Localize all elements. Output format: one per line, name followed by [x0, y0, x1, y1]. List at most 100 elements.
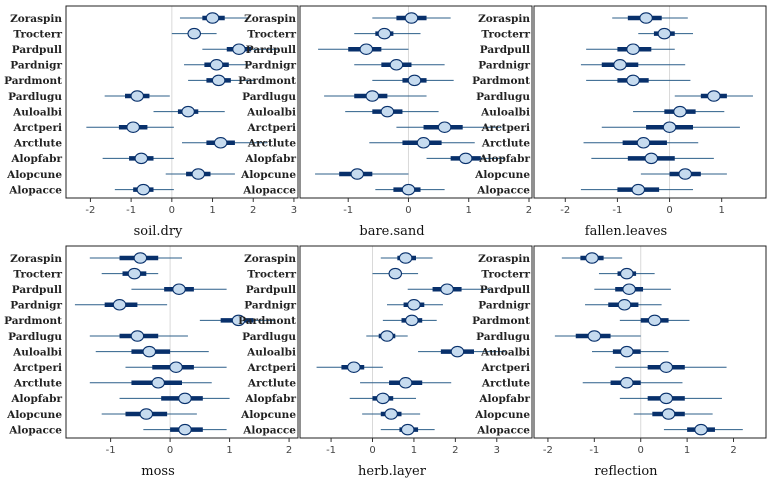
estimate-point — [213, 137, 228, 149]
x-tick-label: -1 — [612, 205, 622, 216]
species-label: Alopcune — [474, 169, 530, 181]
estimate-point — [613, 59, 627, 71]
estimate-point — [639, 12, 653, 24]
species-label: Pardlugu — [8, 331, 62, 343]
species-label: Zoraspin — [10, 13, 62, 25]
estimate-point — [437, 121, 452, 133]
species-label: Arctperi — [481, 362, 530, 374]
species-label: Arctlute — [13, 378, 62, 390]
estimate-point — [405, 314, 419, 327]
estimate-point — [359, 43, 374, 55]
estimate-point — [377, 27, 392, 40]
x-tick-label: 3 — [494, 445, 500, 456]
estimate-point — [458, 152, 473, 165]
species-label: Pardmont — [238, 315, 296, 327]
estimate-point — [631, 183, 646, 196]
x-axis-title: soil.dry — [134, 224, 183, 239]
x-axis-title: herb.layer — [358, 464, 427, 479]
species-label: Arctperi — [247, 122, 296, 134]
species-label: Trocterr — [13, 28, 62, 40]
species-label: Pardlugu — [242, 331, 296, 343]
estimate-point — [587, 330, 602, 342]
species-label: Pardnigr — [478, 60, 530, 72]
x-tick-label: -2 — [543, 445, 553, 456]
estimate-point — [401, 183, 416, 196]
species-label: Alopacce — [8, 184, 62, 196]
estimate-point — [384, 408, 398, 420]
estimate-point — [404, 12, 419, 24]
x-tick-label: 2 — [452, 445, 458, 456]
x-axis-title: moss — [141, 464, 175, 479]
estimate-point — [662, 121, 677, 133]
species-label: Pardpull — [246, 44, 296, 56]
panel-soil-dry: Zoraspin Trocterr Pardpull Pardnigr Pardmont… — [4, 5, 299, 239]
species-label: Pardmont — [238, 75, 296, 87]
species-label: Trocterr — [481, 28, 530, 40]
species-label: Pardpull — [246, 284, 296, 296]
x-tick-label: 3 — [291, 205, 297, 216]
estimate-point — [585, 252, 599, 264]
species-label: Alopfabr — [478, 153, 530, 165]
estimate-point — [636, 137, 651, 149]
species-label: Trocterr — [13, 268, 62, 280]
estimate-point — [130, 90, 144, 102]
estimate-point — [134, 152, 149, 165]
species-label: Arctperi — [13, 362, 62, 374]
panel-bare-sand: Zoraspin Trocterr Pardpull Pardnigr Pardmont… — [238, 5, 533, 239]
species-label: Arctlute — [247, 378, 296, 390]
estimate-point — [136, 183, 151, 196]
species-label: Alopacce — [242, 184, 296, 196]
estimate-point — [178, 423, 192, 436]
x-tick-label: 2 — [730, 445, 736, 456]
estimate-point — [172, 283, 186, 295]
species-label: Alopfabr — [10, 153, 62, 165]
x-tick-label: -1 — [126, 205, 136, 216]
species-label: Pardnigr — [10, 300, 62, 312]
estimate-point — [647, 314, 662, 327]
estimate-point — [187, 27, 201, 40]
x-tick-label: 0 — [405, 205, 411, 216]
estimate-point — [661, 408, 676, 420]
x-tick-label: 2 — [286, 445, 292, 456]
species-label: Arctlute — [247, 138, 296, 150]
species-label: Pardpull — [12, 44, 62, 56]
x-tick-label: 1 — [411, 445, 417, 456]
estimate-point — [678, 168, 692, 180]
panel-herb-layer: Zoraspin Trocterr Pardpull Pardnigr Pardmont… — [238, 245, 533, 479]
species-label: Trocterr — [247, 268, 296, 280]
x-axis-title: bare.sand — [359, 224, 424, 239]
species-label: Pardpull — [480, 44, 530, 56]
species-label: Pardmont — [472, 75, 530, 87]
x-tick-label: -1 — [106, 445, 116, 456]
species-label: Arctlute — [13, 138, 62, 150]
species-label: Zoraspin — [244, 13, 296, 25]
estimate-point — [407, 299, 421, 311]
estimate-point — [659, 392, 673, 405]
estimate-point — [130, 330, 145, 342]
species-label: Arctlute — [481, 378, 530, 390]
estimate-point — [389, 59, 404, 71]
estimate-point — [142, 345, 157, 358]
x-tick-label: -1 — [343, 205, 353, 216]
species-label: Zoraspin — [10, 253, 62, 265]
species-label: Pardlugu — [476, 331, 530, 343]
species-label: Alopcune — [6, 409, 62, 421]
panel-reflection: Zoraspin Trocterr Pardpull Pardnigr Pardmont… — [472, 245, 767, 479]
panel-border — [65, 245, 299, 439]
species-label: Arctperi — [481, 122, 530, 134]
panel-border — [65, 5, 299, 199]
x-tick-label: 0 — [369, 445, 375, 456]
estimate-point — [407, 74, 422, 87]
estimate-point — [181, 105, 195, 118]
species-label: Pardpull — [480, 284, 530, 296]
species-label: Alopcune — [240, 409, 296, 421]
estimate-point — [380, 330, 394, 342]
estimate-point — [178, 392, 192, 405]
species-label: Alopfabr — [478, 393, 530, 405]
estimate-point — [209, 59, 224, 71]
estimate-point — [388, 267, 403, 280]
estimate-point — [350, 168, 364, 180]
x-axis-title: reflection — [594, 464, 658, 479]
estimate-point — [416, 137, 431, 149]
species-label: Alopfabr — [244, 393, 296, 405]
